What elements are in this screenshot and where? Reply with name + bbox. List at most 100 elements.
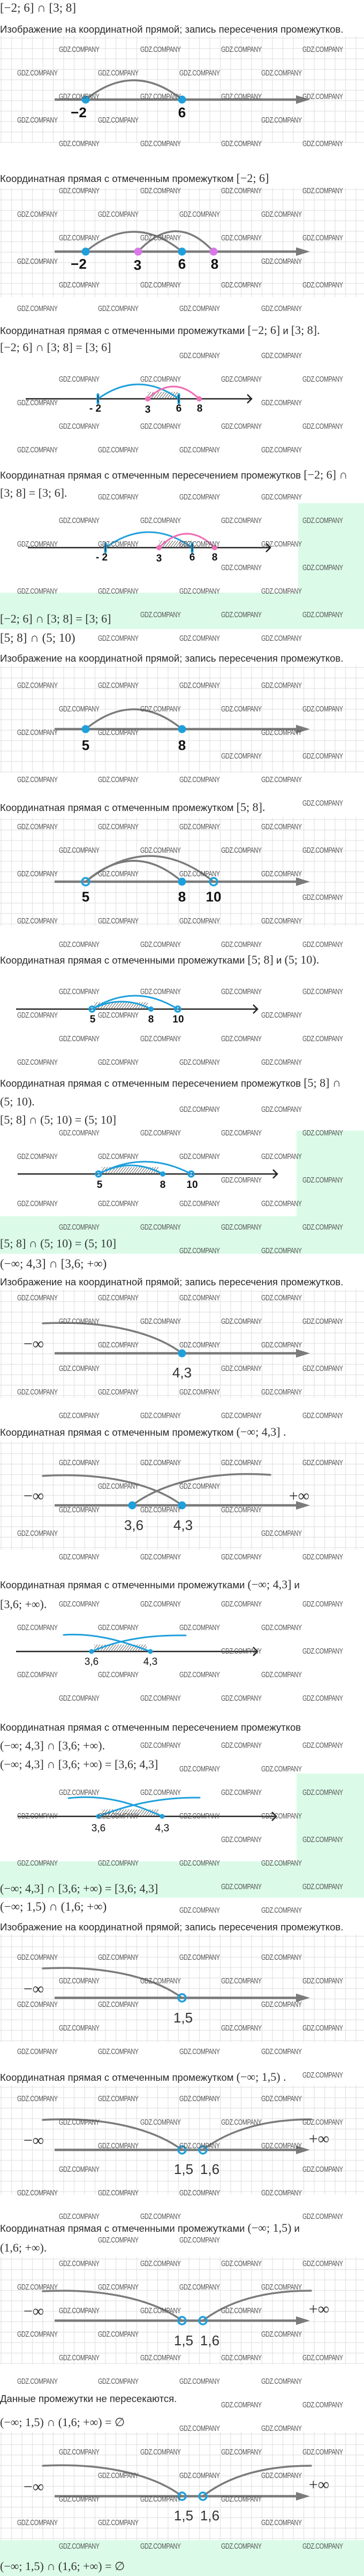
open-point bbox=[81, 877, 90, 887]
closed-point bbox=[178, 1501, 186, 1510]
watermark-text: GDZ.COMPANY bbox=[302, 2071, 343, 2080]
infinity-label: +∞ bbox=[309, 2130, 329, 2148]
open-point bbox=[177, 1993, 187, 2003]
tick-label: 4,3 bbox=[173, 1517, 193, 1533]
tick-label: 4,3 bbox=[155, 1823, 169, 1834]
open-point bbox=[177, 2145, 187, 2155]
tick-label: 3 bbox=[156, 553, 162, 564]
watermark-text: GDZ.COMPANY bbox=[302, 1552, 343, 1562]
watermark-text: GDZ.COMPANY bbox=[261, 493, 302, 502]
closed-point bbox=[156, 545, 162, 550]
closed-point bbox=[128, 1501, 136, 1510]
closed-point bbox=[81, 95, 90, 104]
tick-label: 6 bbox=[176, 403, 182, 414]
watermark-text: GDZ.COMPANY bbox=[98, 2236, 139, 2245]
number-line-diagram: - 2 3 6 8 bbox=[26, 383, 253, 415]
tick-label: 8 bbox=[160, 1179, 166, 1191]
math-expression: (−∞; 1,5) . bbox=[236, 2070, 286, 2083]
closed-point bbox=[178, 1349, 186, 1358]
caption-text: Координатная прямая с отмеченным пересеч… bbox=[0, 1078, 304, 1089]
closed-point bbox=[89, 1649, 94, 1654]
caption-text: Координатная прямая с отмеченным промежу… bbox=[0, 173, 237, 184]
tick-label: −2 bbox=[71, 256, 87, 272]
caption-text: и bbox=[280, 325, 291, 336]
intersection-result: [−2; 6] ∩ [3; 8] = [3; 6] bbox=[0, 340, 111, 354]
math-expression: [−2; 6] bbox=[247, 323, 280, 337]
watermark-text: GDZ.COMPANY bbox=[179, 445, 220, 454]
interval-arc bbox=[85, 855, 215, 883]
watermark-text: GDZ.COMPANY bbox=[179, 351, 220, 360]
tick-label: 1,6 bbox=[200, 2507, 219, 2524]
infinite-interval-arc bbox=[42, 1474, 183, 1506]
caption-text: и bbox=[291, 2223, 300, 2234]
infinite-interval-arc bbox=[42, 1322, 183, 1354]
intersection-result: [5; 8] ∩ (5; 10) = (5; 10] bbox=[0, 1113, 117, 1126]
diagram-caption: [3,6; +∞). bbox=[0, 1597, 47, 1612]
grid-background bbox=[0, 817, 364, 926]
watermark-text: GDZ.COMPANY bbox=[221, 1552, 262, 1562]
watermark-text: GDZ.COMPANY bbox=[140, 1411, 181, 1420]
answer-highlight-strip bbox=[298, 503, 364, 593]
tick-label: 8 bbox=[148, 1014, 154, 1025]
watermark-text: GDZ.COMPANY bbox=[302, 1411, 343, 1420]
grid-background bbox=[0, 2257, 364, 2365]
diagram-caption: Координатная прямая с отмеченным пересеч… bbox=[0, 1076, 341, 1090]
grid-number-line-diagram: 1,5 1,6 −∞ +∞ bbox=[0, 2257, 364, 2365]
watermark-text: GDZ.COMPANY bbox=[59, 1411, 100, 1420]
intro-text: Изображение на координатной прямой; запи… bbox=[0, 653, 344, 664]
infinite-interval-arc bbox=[97, 1797, 201, 1817]
problem-expression: (−∞; 1,5) ∩ (1,6; +∞) bbox=[0, 1900, 107, 1913]
tick-label: 3 bbox=[145, 404, 151, 415]
tick-label: 8 bbox=[211, 256, 218, 272]
watermark-text: GDZ.COMPANY bbox=[17, 2047, 58, 2056]
problem-expression: [5; 8] ∩ (5; 10) bbox=[0, 631, 75, 645]
watermark-text: GDZ.COMPANY bbox=[302, 799, 343, 808]
infinite-interval-arc bbox=[42, 2464, 183, 2497]
watermark-text: GDZ.COMPANY bbox=[98, 304, 139, 313]
caption-text: Координатная прямая с отмеченными промеж… bbox=[0, 954, 248, 966]
tick-label: 3 bbox=[134, 257, 141, 273]
axis-arrow-icon bbox=[296, 2316, 310, 2325]
watermark-text: GDZ.COMPANY bbox=[179, 1906, 220, 1915]
interval-arc bbox=[104, 531, 193, 549]
watermark-text: GDZ.COMPANY bbox=[221, 1034, 262, 1043]
diagram-caption: Координатная прямая с отмеченным пересеч… bbox=[0, 1721, 301, 1734]
math-expression: [−2; 6] bbox=[236, 171, 269, 185]
intersection-result: (−∞; 4,3] ∩ [3,6; +∞) = [3,6; 4,3] bbox=[0, 1757, 158, 1771]
watermark-text: GDZ.COMPANY bbox=[98, 775, 139, 784]
watermark-text: GDZ.COMPANY bbox=[302, 1741, 343, 1750]
watermark-text: GDZ.COMPANY bbox=[140, 940, 181, 949]
answer-box: (−∞; 1,5) ∩ (1,6; +∞) = ∅ bbox=[0, 2540, 364, 2576]
grid-number-line-diagram: −2 6 bbox=[0, 36, 364, 143]
open-point bbox=[198, 2145, 208, 2155]
tick-label: −2 bbox=[71, 104, 87, 120]
watermark-text: GDZ.COMPANY bbox=[261, 2377, 302, 2386]
tick-label: 1,5 bbox=[174, 2332, 193, 2348]
axis-arrow-icon bbox=[296, 1994, 310, 2002]
math-expression: (−∞; 1,5) bbox=[247, 2221, 292, 2234]
watermark-text: GDZ.COMPANY bbox=[179, 493, 220, 502]
intro-text: Изображение на координатной прямой; запи… bbox=[0, 1921, 344, 1933]
answer-box: [−2; 6] ∩ [3; 8] = [3; 6] bbox=[0, 593, 364, 629]
tick-label: 1,6 bbox=[200, 2332, 219, 2348]
math-expression: [3,6; +∞). bbox=[0, 1597, 47, 1611]
tick-label: 4,3 bbox=[172, 1365, 192, 1381]
diagram-caption: Координатная прямая с отмеченными промеж… bbox=[0, 1578, 300, 1592]
tick-label: 8 bbox=[212, 552, 218, 563]
axis-arrow-icon bbox=[266, 543, 271, 552]
open-point bbox=[198, 2316, 208, 2325]
watermark-text: GDZ.COMPANY bbox=[302, 1600, 343, 1609]
interval-arc bbox=[85, 79, 183, 101]
watermark-text: GDZ.COMPANY bbox=[140, 1741, 181, 1750]
watermark-text: GDZ.COMPANY bbox=[17, 775, 58, 784]
answer-highlight-strip bbox=[297, 1131, 364, 1216]
tick-label: 3,6 bbox=[92, 1823, 105, 1834]
closed-point bbox=[148, 1006, 154, 1012]
number-line-diagram: 3,6 4,3 bbox=[18, 1796, 277, 1834]
math-expression: (5; 10). bbox=[284, 953, 320, 966]
tick-label: 10 bbox=[186, 1179, 198, 1191]
intro-text: Изображение на координатной прямой; запи… bbox=[0, 24, 344, 35]
closed-point bbox=[178, 247, 186, 256]
open-point bbox=[198, 2491, 208, 2501]
watermark-text: GDZ.COMPANY bbox=[140, 1694, 181, 1703]
